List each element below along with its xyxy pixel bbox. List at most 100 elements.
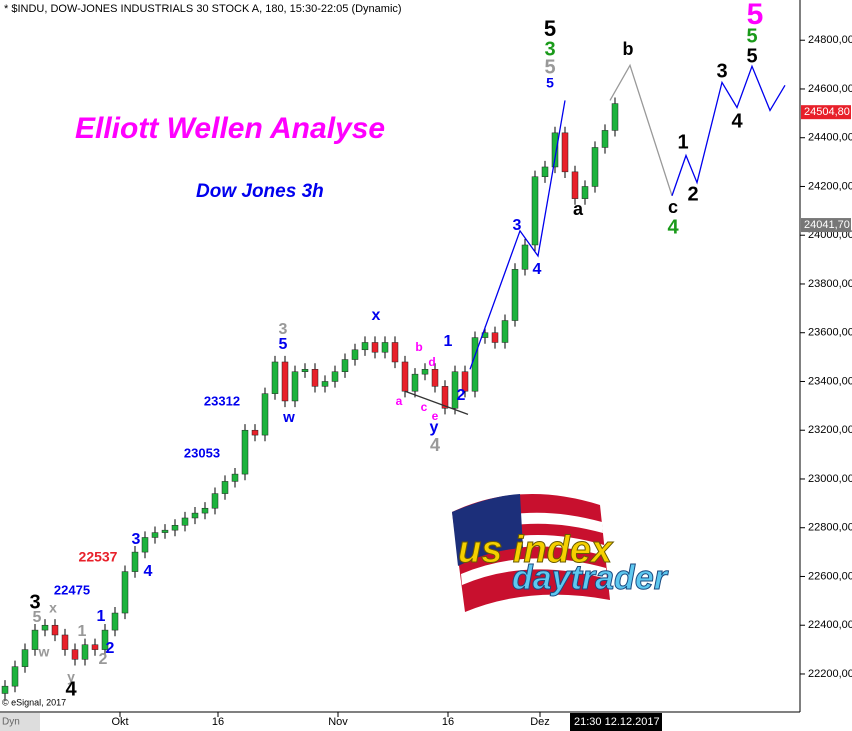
y-tick-label: 23800,00 [808, 278, 852, 290]
wave-label: w [38, 644, 50, 660]
wave-label: w [282, 409, 295, 426]
candle-body [1, 685, 9, 694]
candle-body [171, 525, 179, 531]
candle-body [31, 629, 39, 650]
corner-label: Dyn [2, 717, 20, 728]
wave-label: 3 [513, 217, 522, 234]
header: * $INDU, DOW-JONES INDUSTRIALS 30 STOCK … [4, 3, 402, 15]
candle-body [301, 369, 309, 372]
chart-subtitle: Dow Jones 3h [196, 181, 324, 202]
wave-label: 4 [144, 563, 153, 580]
wave-label: 5 [33, 609, 42, 626]
candle-body [371, 342, 379, 353]
y-tick-label: 23400,00 [808, 375, 852, 387]
flag-canton [452, 494, 523, 566]
candle-body [91, 644, 99, 650]
wave-label: a [573, 199, 584, 219]
price-marker-box [801, 105, 851, 120]
candle-body [571, 171, 579, 199]
y-tick-label: 24200,00 [808, 180, 852, 192]
candle-body [131, 551, 139, 572]
candle-body [501, 320, 509, 343]
wave-label: 2 [106, 640, 115, 657]
wave-label: c [421, 400, 428, 414]
corner-box [0, 713, 40, 731]
candle-body [271, 361, 279, 394]
wave-label: 1 [444, 333, 453, 350]
wave-label: b [415, 340, 422, 354]
wave-label: 5 [544, 56, 555, 78]
y-tick-label: 24400,00 [808, 132, 852, 144]
wave-label: a [396, 394, 403, 408]
candle-body [611, 103, 619, 131]
wave-label: 5 [746, 45, 757, 67]
candle-body [111, 612, 119, 631]
candle-body [591, 147, 599, 187]
wave-label: 1 [78, 623, 87, 640]
wave-label: 5 [546, 75, 554, 91]
wave-label: 5 [747, 0, 764, 31]
candle-body [561, 132, 569, 173]
candle-body [431, 369, 439, 387]
candle-body [151, 532, 159, 538]
wave-label: 3 [29, 591, 40, 613]
wave-label: 1 [677, 131, 688, 153]
candle-body [291, 371, 299, 402]
copyright: © eSignal, 2017 [2, 697, 66, 707]
y-tick-label: 23200,00 [808, 424, 852, 436]
candle-body [61, 634, 69, 650]
wave-label: 22537 [79, 549, 118, 565]
price-marker-label: 24041,70 [804, 219, 850, 231]
candle-body [441, 386, 449, 409]
candle-body [161, 529, 169, 533]
y-tick-label: 22600,00 [808, 570, 852, 582]
wave-label: 4 [533, 261, 542, 278]
wave-label: 4 [430, 435, 440, 455]
logo: us index daytrader [452, 494, 669, 612]
flag-stripes [456, 512, 607, 585]
candle-body [21, 649, 29, 667]
wave-label: x [49, 600, 57, 616]
wave-label: y [67, 669, 75, 685]
wave-line [609, 63, 673, 196]
candle-body [601, 130, 609, 148]
candle-body [41, 624, 49, 631]
y-tick-label: 23600,00 [808, 327, 852, 339]
wave-line [671, 64, 786, 196]
candle-body [281, 361, 289, 402]
candle-body [581, 186, 589, 199]
candle-body [351, 349, 359, 360]
candle-body [531, 176, 539, 246]
candle-body [181, 517, 189, 526]
logo-line2: daytrader [512, 559, 669, 597]
candle-body [511, 269, 519, 321]
candle-body [211, 493, 219, 509]
candle-body [251, 429, 259, 436]
candle-body [451, 371, 459, 409]
wave-line [469, 100, 566, 370]
price-marker-box [801, 218, 851, 233]
candle-body [121, 571, 129, 614]
candle-body [471, 337, 479, 392]
wave-label: y [430, 419, 439, 436]
candle-body [541, 166, 549, 177]
candle-body [311, 369, 319, 387]
candle-body [101, 629, 109, 650]
y-tick-label: 24000,00 [808, 229, 852, 241]
wave-line [404, 390, 469, 415]
wave-label: 23053 [184, 445, 220, 460]
x-tick-label: 16 [442, 716, 454, 728]
wave-label: d [428, 355, 435, 369]
candle-body [241, 429, 249, 475]
candle-body [381, 342, 389, 353]
timestamp: 21:30 12.12.2017 [574, 716, 660, 728]
price-marker-label: 24504,80 [804, 106, 850, 118]
wave-label: 23312 [204, 393, 240, 408]
candle-body [81, 644, 89, 660]
candle-body [261, 393, 269, 436]
x-tick-label: Dez [530, 716, 550, 728]
wave-label: 3 [132, 531, 141, 548]
candle-body [421, 369, 429, 375]
